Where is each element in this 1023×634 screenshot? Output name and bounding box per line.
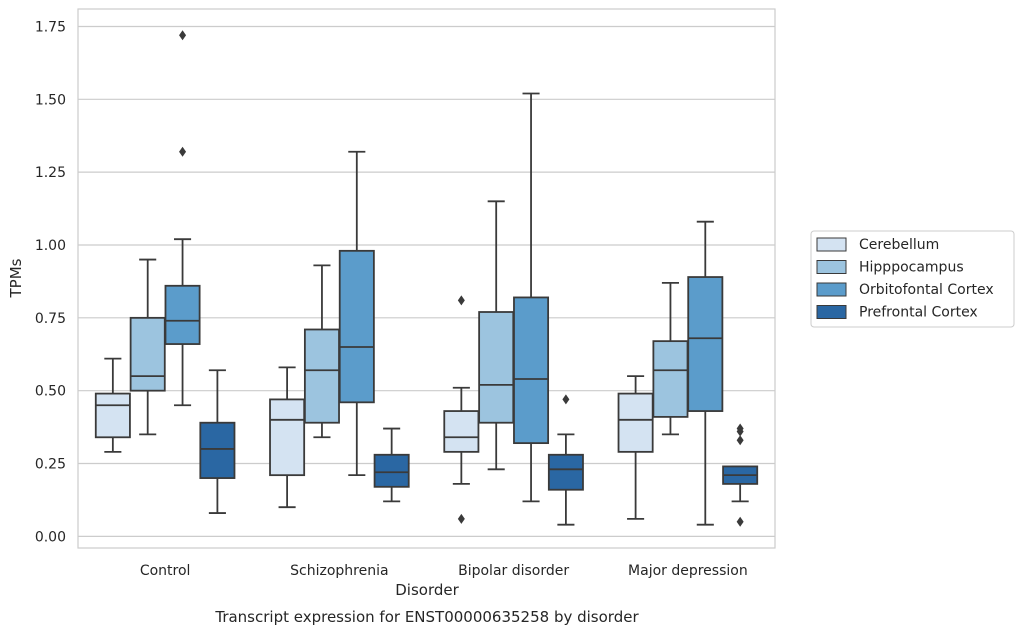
outlier-point (457, 513, 465, 524)
iqr-box (687, 276, 724, 412)
box-prefrontal-cortex-bipolar-disorder (547, 394, 584, 526)
x-tick-label: Schizophrenia (290, 563, 388, 579)
box-hipppocampus-major-depression (652, 281, 689, 436)
outlier-point (179, 30, 187, 41)
iqr-box (199, 421, 236, 479)
iqr-box (478, 311, 515, 424)
box-orbitofontal-cortex-schizophrenia (338, 150, 375, 477)
y-tick-label: 0.75 (35, 311, 66, 327)
legend-swatch (816, 237, 847, 252)
y-tick-label: 0.00 (35, 529, 66, 545)
outlier-point (736, 426, 744, 437)
box-plot-marks (94, 30, 759, 527)
legend-label: Hipppocampus (859, 260, 964, 276)
iqr-box (303, 328, 340, 424)
y-axis-label: TPMs (7, 258, 25, 298)
iqr-box (443, 410, 480, 453)
legend-swatch (816, 305, 847, 319)
iqr-box (652, 340, 689, 418)
chart-caption: Transcript expression for ENST0000063525… (214, 608, 639, 626)
iqr-box (269, 398, 306, 477)
iqr-box (129, 316, 166, 392)
y-tick-label: 1.75 (35, 19, 66, 35)
outlier-point (179, 146, 187, 157)
outlier-point (736, 516, 744, 527)
box-cerebellum-major-depression (617, 375, 654, 520)
box-prefrontal-cortex-control (199, 369, 236, 514)
box-hipppocampus-control (129, 258, 166, 436)
legend-label: Orbitofontal Cortex (859, 282, 994, 298)
iqr-box (164, 284, 201, 345)
legend-swatch (816, 260, 847, 274)
box-orbitofontal-cortex-bipolar-disorder (513, 92, 550, 503)
outlier-point (457, 295, 465, 306)
box-cerebellum-schizophrenia (269, 366, 306, 509)
iqr-box (373, 453, 410, 488)
legend-label: Prefrontal Cortex (859, 305, 978, 321)
iqr-box (617, 392, 654, 453)
y-tick-label: 1.50 (35, 92, 66, 108)
legend-label: Cerebellum (859, 237, 939, 253)
iqr-box (547, 453, 584, 491)
plot-frame (77, 8, 776, 549)
iqr-box (338, 249, 375, 404)
y-tick-label: 1.25 (35, 165, 66, 181)
iqr-box (513, 296, 550, 445)
x-axis-ticks: Control Schizophrenia Bipolar disorder Majo… (140, 563, 748, 579)
outlier-point (736, 435, 744, 446)
box-orbitofontal-cortex-control (164, 30, 201, 407)
y-tick-label: 0.25 (35, 457, 66, 473)
iqr-box (94, 392, 131, 439)
legend: Cerebellum Hipppocampus Orbitofontal Corte… (810, 230, 1015, 328)
outlier-point (562, 394, 570, 405)
box-hipppocampus-schizophrenia (303, 264, 340, 439)
box-orbitofontal-cortex-major-depression (687, 220, 724, 526)
legend-frame (810, 230, 1015, 328)
box-cerebellum-bipolar-disorder (443, 295, 480, 524)
x-tick-label: Bipolar disorder (458, 563, 569, 579)
box-prefrontal-cortex-major-depression (722, 423, 759, 527)
box-prefrontal-cortex-schizophrenia (373, 427, 410, 503)
y-tick-label: 1.00 (35, 238, 66, 254)
box-cerebellum-control (94, 357, 131, 453)
y-axis-ticks: 0.00 0.25 0.50 0.75 1.00 1.25 1.50 1.75 (35, 19, 66, 545)
x-tick-label: Control (140, 563, 191, 579)
x-axis-label: Disorder (395, 581, 459, 599)
box-hipppocampus-bipolar-disorder (478, 200, 515, 471)
y-tick-label: 0.50 (35, 384, 66, 400)
legend-swatch (816, 282, 847, 297)
x-tick-label: Major depression (628, 563, 748, 579)
